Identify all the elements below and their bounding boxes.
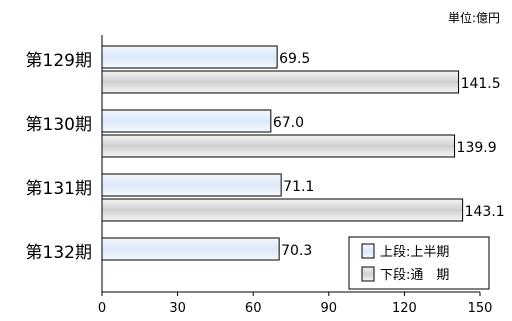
data-label: 71.1 bbox=[283, 179, 314, 195]
bar bbox=[101, 134, 456, 158]
data-label: 143.1 bbox=[465, 204, 505, 220]
data-label: 139.9 bbox=[457, 140, 497, 156]
x-axis: 0 30 60 90 120 150 bbox=[98, 35, 493, 316]
x-tick-label: 30 bbox=[169, 301, 186, 316]
category-label: 第131期 bbox=[26, 179, 92, 199]
data-label: 70.3 bbox=[281, 243, 312, 259]
legend-label-upper-half: 上段:上半期 bbox=[380, 245, 449, 260]
legend-swatch-full-year bbox=[361, 266, 375, 282]
x-tick-label: 60 bbox=[245, 301, 262, 316]
x-tick-label: 150 bbox=[468, 301, 493, 316]
bar bbox=[101, 70, 460, 94]
x-tick-label: 120 bbox=[392, 301, 417, 316]
bars-layer: 69.5 141.5 67.0 139.9 71.1 143.1 70.3 bbox=[101, 45, 505, 261]
bar bbox=[101, 237, 280, 261]
bar bbox=[101, 45, 278, 69]
legend-swatch-upper-half bbox=[361, 243, 375, 259]
data-label: 69.5 bbox=[279, 51, 310, 67]
legend-label-full-year: 下段:通 期 bbox=[380, 268, 449, 283]
bar bbox=[101, 173, 282, 197]
category-label: 第130期 bbox=[26, 115, 92, 135]
legend: 上段:上半期 下段:通 期 bbox=[348, 236, 490, 290]
unit-label: 単位:億円 bbox=[448, 10, 500, 25]
x-tick-label: 90 bbox=[321, 301, 338, 316]
bar bbox=[101, 198, 464, 222]
x-tick-label: 0 bbox=[98, 301, 106, 316]
category-label: 第129期 bbox=[26, 51, 92, 71]
bar bbox=[101, 109, 272, 133]
data-label: 67.0 bbox=[273, 115, 304, 131]
data-label: 141.5 bbox=[461, 76, 501, 92]
category-label: 第132期 bbox=[26, 243, 92, 263]
